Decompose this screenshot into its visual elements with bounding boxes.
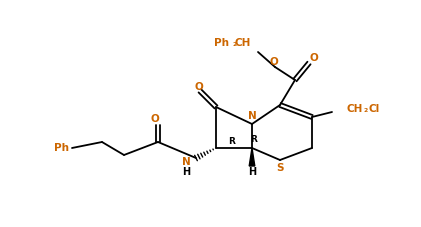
Text: Ph: Ph	[54, 143, 69, 153]
Text: CH: CH	[235, 38, 251, 48]
Text: O: O	[151, 114, 160, 124]
Text: CH: CH	[347, 104, 363, 114]
Text: S: S	[276, 163, 284, 173]
Text: R: R	[229, 138, 235, 146]
Text: O: O	[195, 82, 203, 92]
Text: H: H	[248, 167, 256, 177]
Text: N: N	[181, 157, 190, 167]
Text: H: H	[182, 167, 190, 177]
Text: N: N	[248, 111, 256, 121]
Text: O: O	[309, 53, 318, 63]
Text: Ph: Ph	[215, 38, 229, 48]
Text: ₂: ₂	[364, 104, 368, 114]
Text: ₂: ₂	[233, 38, 237, 48]
Text: O: O	[269, 57, 278, 67]
Polygon shape	[249, 148, 255, 166]
Text: Cl: Cl	[368, 104, 380, 114]
Text: R: R	[250, 135, 257, 143]
